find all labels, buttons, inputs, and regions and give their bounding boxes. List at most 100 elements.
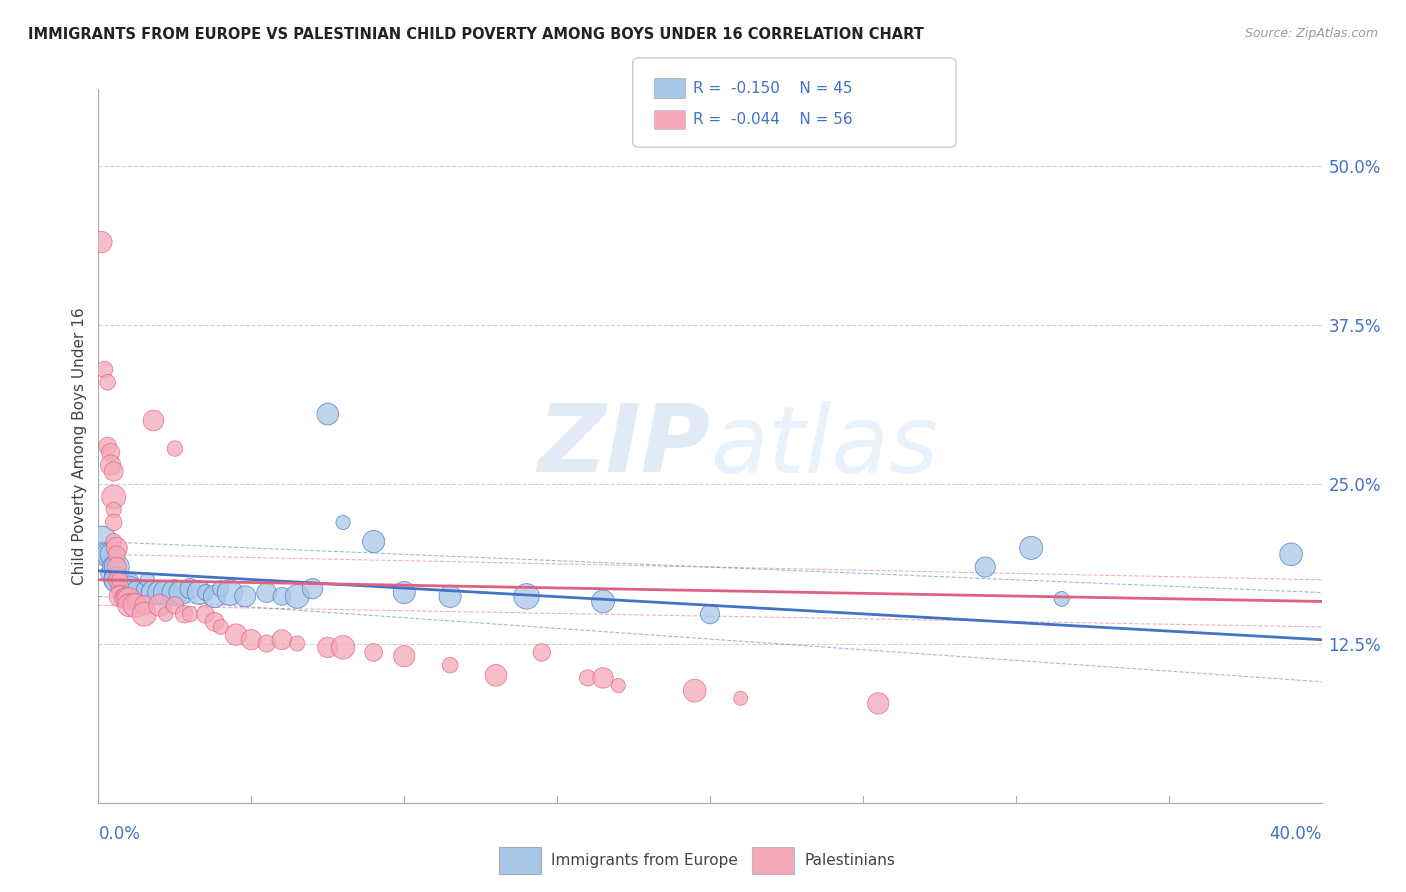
Point — [103, 573, 125, 587]
Point — [90, 534, 112, 549]
Point — [111, 590, 134, 604]
Point — [683, 683, 706, 698]
Point — [256, 636, 278, 650]
Point — [163, 585, 186, 599]
Text: atlas: atlas — [710, 401, 938, 491]
Point — [105, 547, 128, 561]
Point — [105, 560, 128, 574]
Point — [730, 691, 752, 706]
Point — [134, 599, 156, 613]
Point — [100, 445, 122, 459]
Point — [115, 590, 138, 604]
Point — [1050, 591, 1073, 606]
Point — [118, 599, 141, 613]
Text: IMMIGRANTS FROM EUROPE VS PALESTINIAN CHILD POVERTY AMONG BOYS UNDER 16 CORRELAT: IMMIGRANTS FROM EUROPE VS PALESTINIAN CH… — [28, 27, 924, 42]
Text: ZIP: ZIP — [537, 400, 710, 492]
Point — [103, 465, 125, 479]
Point — [576, 671, 599, 685]
Point — [439, 658, 461, 673]
Point — [592, 594, 614, 608]
Point — [93, 547, 115, 561]
Point — [118, 594, 141, 608]
Point — [240, 632, 263, 647]
Point — [108, 573, 131, 587]
Point — [163, 599, 186, 613]
Point — [118, 591, 141, 606]
Point — [100, 547, 122, 561]
Point — [105, 573, 128, 587]
Point — [285, 590, 308, 604]
Point — [100, 458, 122, 472]
Point — [142, 585, 165, 599]
Point — [155, 585, 177, 599]
Point — [103, 490, 125, 504]
Point — [97, 439, 120, 453]
Text: Palestinians: Palestinians — [804, 854, 896, 868]
Point — [124, 599, 146, 613]
Text: Source: ZipAtlas.com: Source: ZipAtlas.com — [1244, 27, 1378, 40]
Point — [136, 573, 159, 587]
Point — [332, 516, 354, 530]
Point — [194, 585, 217, 599]
Point — [332, 640, 354, 655]
Point — [316, 407, 339, 421]
Point — [149, 585, 172, 599]
Point — [868, 697, 890, 711]
Point — [194, 607, 217, 622]
Point — [1019, 541, 1042, 555]
Point — [170, 585, 193, 599]
Point — [97, 376, 120, 390]
Point — [179, 607, 201, 622]
Text: 0.0%: 0.0% — [98, 825, 141, 843]
Point — [90, 235, 112, 249]
Point — [115, 582, 138, 596]
Point — [270, 590, 292, 604]
Point — [93, 362, 115, 376]
Point — [392, 585, 416, 599]
Text: R =  -0.044    N = 56: R = -0.044 N = 56 — [693, 112, 853, 127]
Point — [149, 599, 172, 613]
Point — [316, 640, 339, 655]
Point — [516, 590, 538, 604]
Point — [134, 607, 156, 622]
Point — [974, 560, 997, 574]
Point — [530, 645, 553, 659]
Point — [108, 590, 131, 604]
Point — [103, 502, 125, 516]
Point — [188, 585, 211, 599]
Text: R =  -0.150    N = 45: R = -0.150 N = 45 — [693, 81, 852, 95]
Point — [124, 582, 146, 596]
Point — [363, 534, 385, 549]
Point — [233, 590, 256, 604]
Point — [285, 636, 308, 650]
Point — [204, 590, 226, 604]
Point — [100, 566, 122, 581]
Point — [592, 671, 614, 685]
Point — [134, 582, 156, 596]
Point — [118, 576, 141, 591]
Point — [301, 582, 323, 596]
Point — [204, 615, 226, 629]
Point — [173, 607, 195, 622]
Point — [363, 645, 385, 659]
Point — [256, 585, 278, 599]
Point — [142, 413, 165, 427]
Point — [118, 582, 141, 596]
Point — [155, 607, 177, 622]
Point — [97, 547, 120, 561]
Point — [179, 582, 201, 596]
Text: 40.0%: 40.0% — [1270, 825, 1322, 843]
Point — [439, 590, 461, 604]
Point — [270, 632, 292, 647]
Text: Immigrants from Europe: Immigrants from Europe — [551, 854, 738, 868]
Y-axis label: Child Poverty Among Boys Under 16: Child Poverty Among Boys Under 16 — [72, 307, 87, 585]
Point — [209, 582, 232, 596]
Point — [103, 560, 125, 574]
Point — [209, 620, 232, 634]
Point — [219, 585, 242, 599]
Point — [105, 560, 128, 574]
Point — [108, 573, 131, 587]
Point — [103, 516, 125, 530]
Point — [124, 594, 146, 608]
Point — [699, 607, 721, 622]
